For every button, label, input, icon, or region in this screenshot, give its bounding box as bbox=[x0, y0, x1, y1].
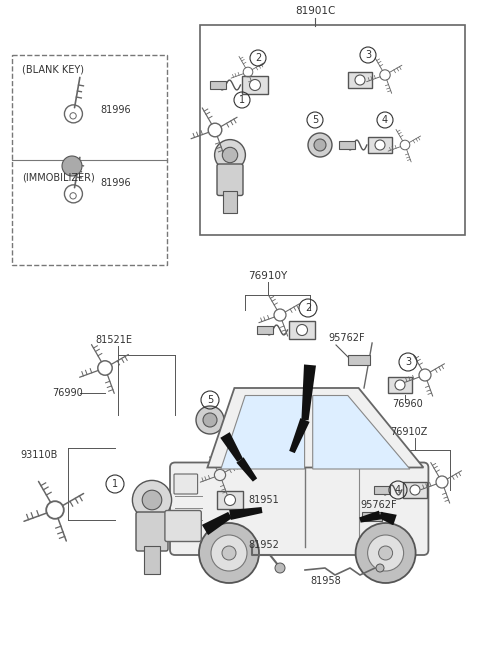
Polygon shape bbox=[242, 76, 268, 94]
Circle shape bbox=[70, 193, 76, 199]
Polygon shape bbox=[220, 432, 243, 462]
Polygon shape bbox=[207, 388, 423, 468]
Text: 93110B: 93110B bbox=[20, 450, 58, 460]
FancyBboxPatch shape bbox=[165, 510, 201, 541]
Text: 3: 3 bbox=[365, 50, 371, 60]
FancyBboxPatch shape bbox=[200, 25, 465, 235]
Text: 3: 3 bbox=[405, 357, 411, 367]
Text: 76990: 76990 bbox=[52, 388, 83, 398]
Text: 2: 2 bbox=[255, 53, 261, 63]
Circle shape bbox=[379, 546, 393, 560]
Polygon shape bbox=[229, 507, 263, 520]
FancyBboxPatch shape bbox=[170, 463, 428, 555]
Circle shape bbox=[355, 75, 365, 85]
Circle shape bbox=[142, 490, 162, 510]
FancyBboxPatch shape bbox=[362, 512, 382, 521]
Text: 4: 4 bbox=[382, 115, 388, 125]
Circle shape bbox=[356, 523, 416, 583]
FancyBboxPatch shape bbox=[174, 474, 198, 494]
Polygon shape bbox=[236, 457, 257, 482]
Circle shape bbox=[211, 535, 247, 571]
Text: 81996: 81996 bbox=[100, 105, 131, 115]
Text: 81952: 81952 bbox=[248, 540, 279, 550]
Circle shape bbox=[222, 546, 236, 560]
FancyBboxPatch shape bbox=[210, 81, 227, 89]
Circle shape bbox=[250, 79, 261, 91]
Circle shape bbox=[215, 139, 245, 170]
Text: 76910Y: 76910Y bbox=[248, 271, 287, 281]
Polygon shape bbox=[301, 365, 316, 420]
Circle shape bbox=[225, 495, 236, 505]
FancyBboxPatch shape bbox=[374, 486, 390, 494]
Polygon shape bbox=[388, 377, 412, 393]
Circle shape bbox=[297, 325, 308, 336]
Text: 95762F: 95762F bbox=[328, 333, 365, 343]
Text: (IMMOBILIZER): (IMMOBILIZER) bbox=[22, 173, 95, 183]
Circle shape bbox=[199, 523, 259, 583]
Circle shape bbox=[375, 140, 385, 150]
Text: 76960: 76960 bbox=[392, 399, 423, 409]
FancyBboxPatch shape bbox=[257, 326, 274, 334]
Polygon shape bbox=[289, 321, 315, 339]
Polygon shape bbox=[312, 396, 410, 469]
Text: 81901C: 81901C bbox=[295, 6, 335, 16]
FancyBboxPatch shape bbox=[12, 55, 167, 265]
Circle shape bbox=[275, 563, 285, 573]
FancyBboxPatch shape bbox=[223, 191, 237, 214]
Text: 1: 1 bbox=[239, 95, 245, 105]
Text: 4: 4 bbox=[395, 485, 401, 495]
Polygon shape bbox=[202, 512, 232, 535]
Circle shape bbox=[132, 480, 172, 520]
FancyBboxPatch shape bbox=[136, 512, 168, 551]
Circle shape bbox=[308, 133, 332, 157]
Polygon shape bbox=[289, 418, 310, 453]
Circle shape bbox=[70, 113, 76, 119]
Polygon shape bbox=[368, 137, 392, 153]
Circle shape bbox=[222, 147, 238, 163]
Text: 1: 1 bbox=[112, 479, 118, 489]
FancyBboxPatch shape bbox=[348, 355, 370, 365]
Text: 2: 2 bbox=[305, 303, 311, 313]
Text: 81958: 81958 bbox=[310, 576, 341, 586]
Polygon shape bbox=[379, 512, 397, 525]
FancyBboxPatch shape bbox=[144, 546, 160, 574]
Circle shape bbox=[376, 564, 384, 572]
Text: 76910Z: 76910Z bbox=[390, 427, 427, 437]
Text: 81951: 81951 bbox=[248, 495, 279, 505]
Text: 81521E: 81521E bbox=[95, 335, 132, 345]
Polygon shape bbox=[348, 72, 372, 88]
Text: 95762F: 95762F bbox=[360, 500, 396, 510]
Circle shape bbox=[62, 156, 82, 176]
Circle shape bbox=[203, 413, 217, 427]
Polygon shape bbox=[217, 491, 243, 509]
Circle shape bbox=[410, 485, 420, 495]
Circle shape bbox=[395, 380, 405, 390]
Polygon shape bbox=[403, 482, 427, 498]
Circle shape bbox=[314, 139, 326, 151]
Text: (BLANK KEY): (BLANK KEY) bbox=[22, 64, 84, 74]
Polygon shape bbox=[221, 396, 305, 469]
Text: 5: 5 bbox=[207, 395, 213, 405]
Text: 5: 5 bbox=[312, 115, 318, 125]
Circle shape bbox=[368, 535, 404, 571]
FancyBboxPatch shape bbox=[217, 164, 243, 196]
Circle shape bbox=[196, 406, 224, 434]
Text: 81996: 81996 bbox=[100, 178, 131, 188]
Polygon shape bbox=[360, 510, 381, 522]
FancyBboxPatch shape bbox=[339, 141, 355, 149]
